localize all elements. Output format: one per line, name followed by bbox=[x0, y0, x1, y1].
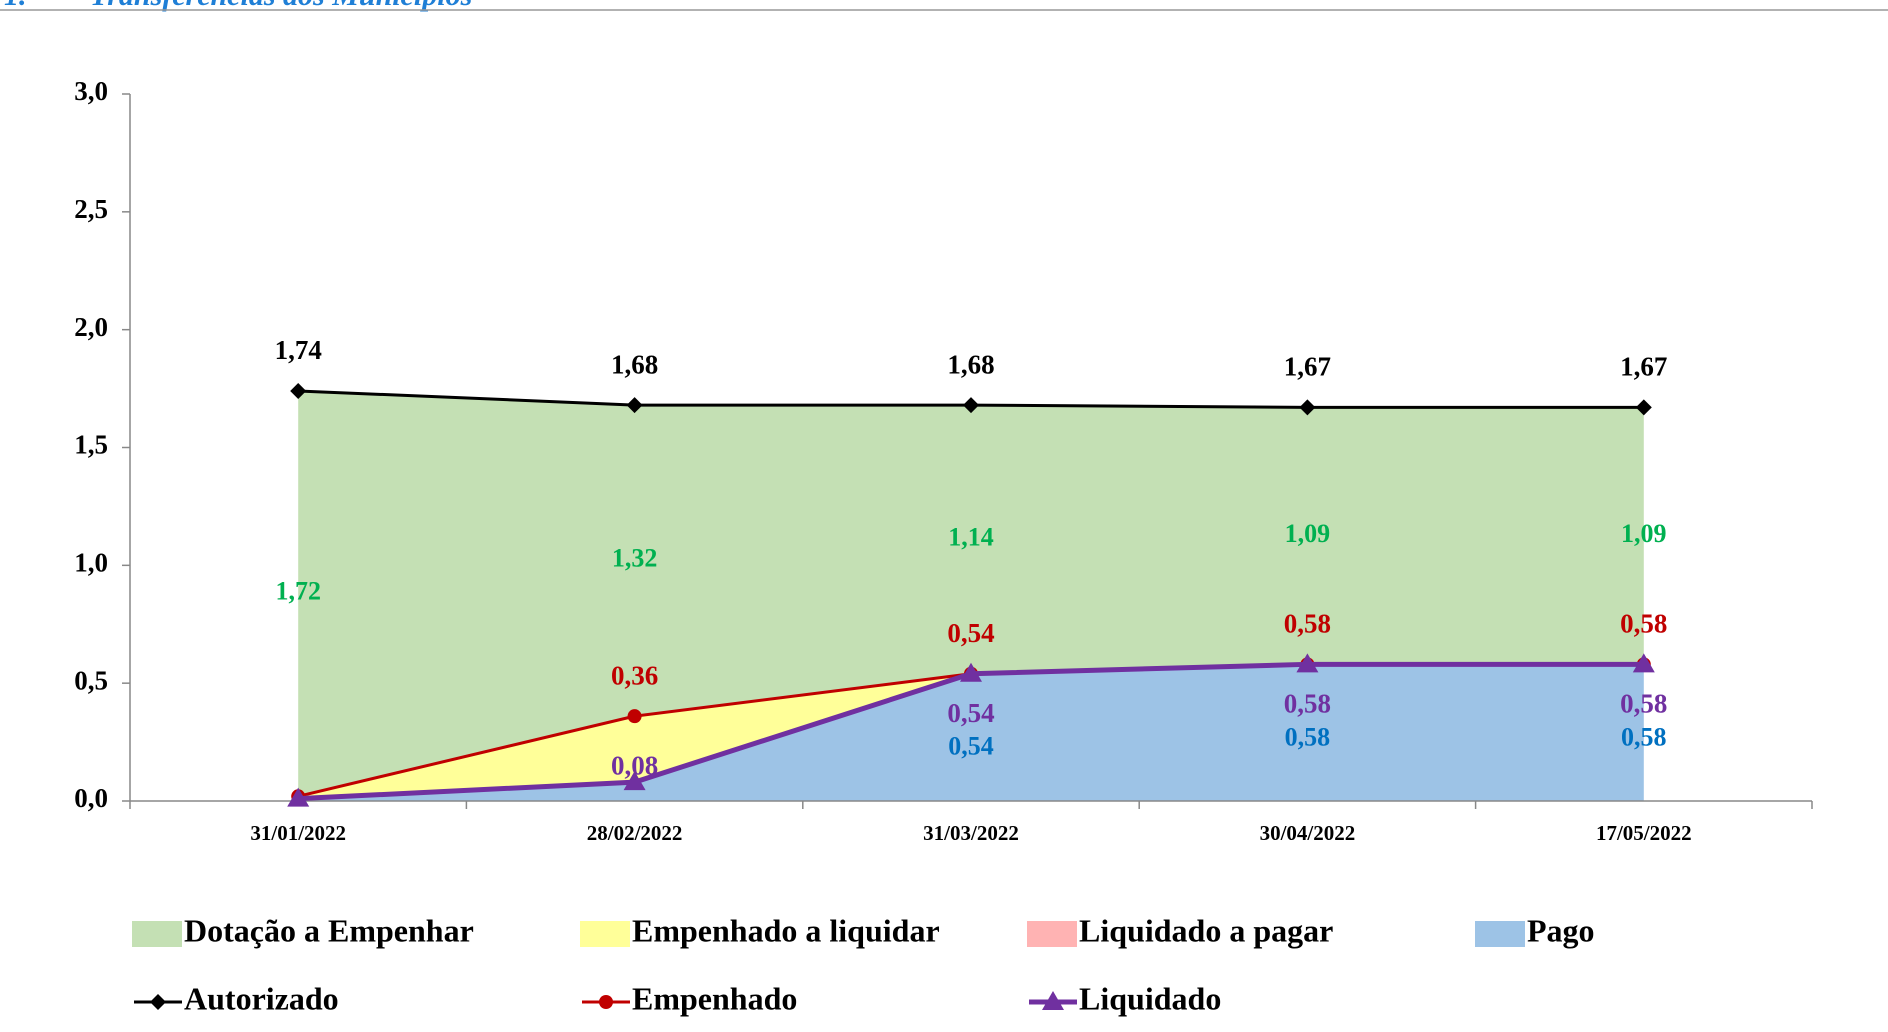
y-tick-label: 2,5 bbox=[74, 194, 108, 224]
line-value-label: 0,54 bbox=[947, 698, 994, 728]
line-value-label: 0,08 bbox=[611, 750, 658, 780]
marker bbox=[1296, 653, 1319, 673]
line-value-label: 1,67 bbox=[1620, 352, 1667, 382]
line-value-label: 1,74 bbox=[275, 335, 322, 365]
line-value-label: 0,58 bbox=[1620, 689, 1667, 719]
y-tick-label: 0,0 bbox=[74, 783, 108, 813]
area-value-label: 1,32 bbox=[612, 544, 658, 573]
line-value-label: 0,36 bbox=[611, 660, 658, 690]
marker bbox=[1635, 399, 1652, 416]
area-value-label: 1,09 bbox=[1285, 519, 1331, 548]
legend-label: Liquidado bbox=[1079, 980, 1221, 1016]
legend-marker bbox=[1042, 991, 1064, 1010]
legend-marker bbox=[150, 994, 166, 1010]
y-tick-label: 3,0 bbox=[74, 76, 108, 106]
x-tick-label: 31/01/2022 bbox=[250, 821, 346, 845]
y-tick-label: 1,0 bbox=[74, 548, 108, 578]
x-tick-label: 28/02/2022 bbox=[587, 821, 683, 845]
header-title: Transferências aos Municípios bbox=[90, 0, 472, 12]
legend-label: Empenhado bbox=[632, 980, 797, 1016]
area bbox=[298, 664, 1644, 799]
line-value-label: 1,67 bbox=[1284, 352, 1331, 382]
legend-marker bbox=[599, 995, 613, 1009]
x-tick-label: 31/03/2022 bbox=[923, 821, 1019, 845]
line-value-label: 0,58 bbox=[1284, 689, 1331, 719]
area-value-label: 1,09 bbox=[1621, 519, 1667, 548]
line-value-label: 1,68 bbox=[947, 349, 994, 379]
line-value-label: 1,68 bbox=[611, 349, 658, 379]
marker bbox=[1632, 653, 1655, 673]
marker bbox=[963, 397, 979, 414]
legend-label: Pago bbox=[1527, 912, 1595, 948]
legend-swatch bbox=[580, 921, 630, 947]
area bbox=[298, 390, 1644, 797]
line-value-label: 0,54 bbox=[947, 618, 994, 648]
header-number: 1. bbox=[4, 0, 27, 12]
area-value-label: 1,72 bbox=[275, 577, 321, 606]
legend-label: Empenhado a liquidar bbox=[632, 912, 940, 948]
legend-label: Dotação a Empenhar bbox=[184, 912, 474, 948]
x-tick-label: 30/04/2022 bbox=[1260, 821, 1356, 845]
y-tick-label: 2,0 bbox=[74, 312, 108, 342]
marker bbox=[290, 382, 307, 399]
marker bbox=[627, 709, 642, 724]
marker bbox=[623, 771, 646, 791]
marker bbox=[1299, 399, 1316, 416]
area-value-label: 0,58 bbox=[1621, 722, 1667, 751]
area-value-label: 1,14 bbox=[948, 522, 994, 551]
legend-label: Autorizado bbox=[184, 980, 339, 1016]
legend-swatch bbox=[1027, 921, 1077, 947]
line-value-label: 0,58 bbox=[1284, 609, 1331, 639]
area-value-label: 0,54 bbox=[948, 732, 994, 761]
area-value-label: 0,58 bbox=[1285, 722, 1331, 751]
y-tick-label: 1,5 bbox=[74, 430, 108, 460]
area bbox=[298, 664, 1644, 801]
legend-swatch bbox=[132, 921, 182, 947]
legend-swatch bbox=[1475, 921, 1525, 947]
marker bbox=[626, 397, 643, 414]
marker bbox=[960, 662, 982, 682]
line-value-label: 0,58 bbox=[1620, 609, 1667, 639]
y-tick-label: 0,5 bbox=[74, 665, 108, 695]
marker bbox=[287, 787, 310, 807]
x-tick-label: 17/05/2022 bbox=[1596, 821, 1692, 845]
legend-label: Liquidado a pagar bbox=[1079, 912, 1333, 948]
